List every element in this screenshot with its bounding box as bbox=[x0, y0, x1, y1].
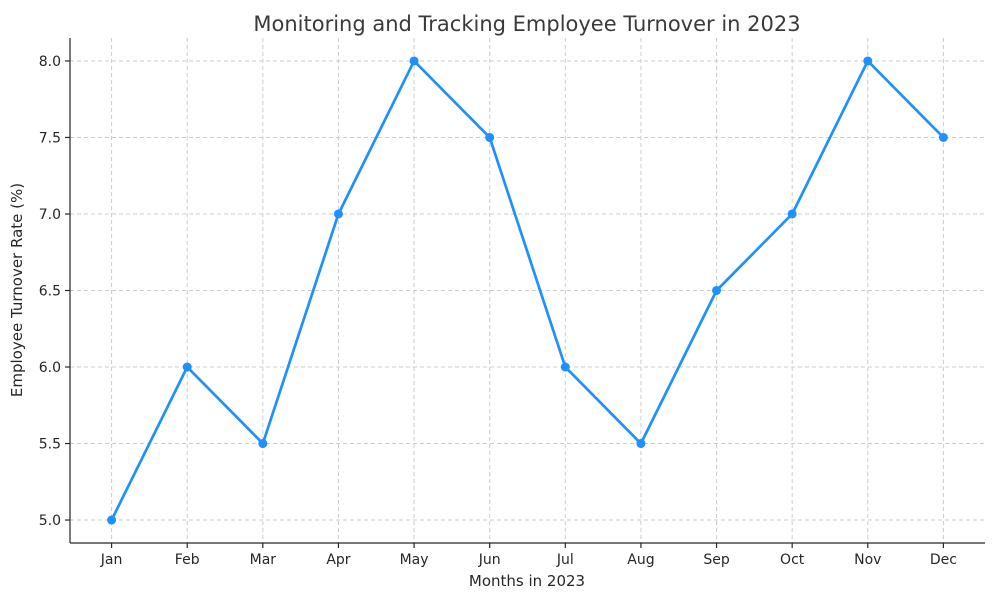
data-point-apr bbox=[333, 209, 343, 219]
y-tick-label: 7.5 bbox=[39, 130, 61, 146]
data-point-jul bbox=[560, 362, 570, 372]
data-point-oct bbox=[787, 209, 797, 219]
y-tick-label: 5.0 bbox=[39, 513, 61, 529]
x-tick-label: Jun bbox=[478, 552, 501, 568]
chart-title: Monitoring and Tracking Employee Turnove… bbox=[253, 12, 800, 36]
series-layer bbox=[107, 56, 948, 525]
x-tick-label: Aug bbox=[627, 552, 654, 568]
x-tick-label: Oct bbox=[780, 552, 805, 568]
data-point-nov bbox=[863, 56, 873, 66]
data-point-jun bbox=[485, 132, 495, 142]
x-tick-label: Apr bbox=[326, 552, 350, 568]
y-tick-label: 7.0 bbox=[39, 207, 61, 223]
turnover-line bbox=[110, 59, 945, 522]
x-axis-label: Months in 2023 bbox=[469, 572, 585, 590]
label-layer: Monitoring and Tracking Employee Turnove… bbox=[8, 12, 801, 590]
y-tick-label: 5.5 bbox=[39, 437, 61, 453]
x-tick-label: Mar bbox=[250, 552, 277, 568]
data-point-dec bbox=[938, 132, 948, 142]
data-point-mar bbox=[258, 439, 268, 449]
x-tick-label: Sep bbox=[703, 552, 730, 568]
grid-layer bbox=[70, 38, 985, 543]
data-point-sep bbox=[712, 286, 722, 295]
x-tick-label: Jan bbox=[100, 552, 123, 568]
data-point-aug bbox=[636, 439, 646, 449]
x-tick-label: Nov bbox=[854, 552, 881, 568]
y-axis-label: Employee Turnover Rate (%) bbox=[8, 183, 26, 397]
axis-layer: 5.0 5.5 6.0 6.5 7.0 7.5 8.0 Jan Feb Mar Apr May Jun J… bbox=[39, 38, 985, 568]
data-point-feb bbox=[182, 362, 192, 372]
y-tick-label: 6.5 bbox=[39, 284, 61, 300]
x-tick-label: Jul bbox=[556, 552, 574, 568]
x-tick-label: Feb bbox=[175, 552, 200, 568]
x-tick-label: Dec bbox=[930, 552, 957, 568]
data-point-jan bbox=[107, 515, 117, 525]
y-tick-label: 6.0 bbox=[39, 360, 61, 376]
data-point-may bbox=[409, 56, 419, 66]
x-tick-label: May bbox=[400, 552, 429, 568]
y-tick-label: 8.0 bbox=[39, 54, 61, 70]
